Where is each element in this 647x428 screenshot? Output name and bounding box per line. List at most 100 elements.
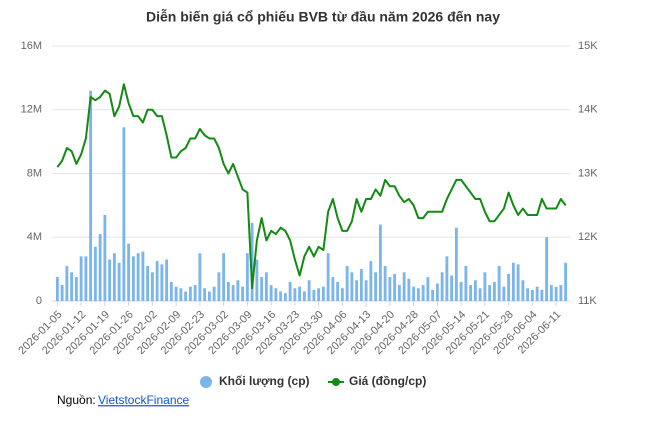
volume-bar <box>55 277 59 301</box>
volume-bar <box>236 280 240 301</box>
volume-bar <box>279 291 283 301</box>
volume-bar <box>416 288 420 301</box>
volume-bar <box>336 281 340 301</box>
volume-bar <box>203 288 207 301</box>
y2-tick-label: 11K <box>578 295 597 307</box>
volume-bar <box>554 286 558 301</box>
volume-bar <box>364 280 368 301</box>
volume-bar <box>312 289 316 301</box>
y-tick-label: 0 <box>36 295 42 307</box>
volume-bar <box>117 262 121 301</box>
price-line <box>56 83 567 290</box>
volume-bar <box>516 264 520 301</box>
volume-bar <box>231 285 235 301</box>
volume-bar <box>340 288 344 301</box>
volume-bar <box>483 272 487 301</box>
volume-bar <box>564 262 568 301</box>
volume-bar <box>198 253 202 301</box>
volume-bar <box>521 280 525 301</box>
volume-bar <box>222 253 226 301</box>
legend-label: Giá (đồng/cp) <box>349 374 426 388</box>
volume-bar <box>369 261 373 301</box>
volume-bar <box>317 288 321 301</box>
volume-bar <box>326 253 330 301</box>
volume-bar <box>184 291 188 301</box>
volume-bar <box>350 272 354 301</box>
y2-tick-label: 15K <box>578 40 598 52</box>
volume-bar <box>193 285 197 301</box>
volume-bar <box>374 272 378 301</box>
volume-bar <box>511 262 515 301</box>
volume-bar <box>179 288 183 301</box>
volume-bar <box>269 285 273 301</box>
volume-bar <box>250 222 254 301</box>
volume-bar <box>492 281 496 301</box>
volume-bar <box>488 285 492 301</box>
volume-bar <box>473 280 477 301</box>
volume-bar <box>445 256 449 301</box>
volume-bar <box>431 289 435 301</box>
volume-bar <box>545 237 549 301</box>
volume-bar <box>530 289 534 301</box>
volume-bar <box>169 281 173 301</box>
chart-title: Diễn biến giá cổ phiếu BVB từ đầu năm 20… <box>146 9 500 25</box>
volume-bar <box>345 265 349 301</box>
volume-bar <box>502 286 506 301</box>
volume-bar <box>165 259 169 301</box>
volume-bar <box>122 127 126 301</box>
volume-bar <box>307 280 311 301</box>
volume-bar <box>98 234 102 301</box>
volume-bar <box>359 269 363 301</box>
y2-tick-label: 13K <box>578 167 598 179</box>
volume-bar <box>274 288 278 301</box>
volume-bar <box>127 243 131 301</box>
volume-bar <box>526 288 530 301</box>
volume-bar <box>540 289 544 301</box>
legend-symbol <box>332 378 340 386</box>
volume-bar <box>497 265 501 301</box>
volume-bar <box>302 291 306 301</box>
volume-bar <box>93 246 97 301</box>
volume-bar <box>212 286 216 301</box>
volume-bar <box>321 286 325 301</box>
volume-bar <box>136 253 140 301</box>
volume-bar <box>150 272 154 301</box>
y-tick-label: 8M <box>27 167 42 179</box>
volume-bar <box>298 286 302 301</box>
y2-tick-label: 14K <box>578 104 598 116</box>
volume-bar <box>70 272 74 301</box>
volume-bar <box>412 286 416 301</box>
volume-bar <box>131 256 135 301</box>
volume-bar <box>241 286 245 301</box>
y-tick-label: 12M <box>21 104 42 116</box>
volume-bar <box>507 273 511 301</box>
volume-bar <box>260 277 264 301</box>
volume-bar <box>454 227 458 301</box>
volume-bar <box>89 90 93 301</box>
volume-bar <box>65 265 69 301</box>
volume-bar <box>450 275 454 301</box>
volume-bar <box>535 286 539 301</box>
volume-bar <box>245 253 249 301</box>
volume-bar <box>355 280 359 301</box>
volume-bar <box>331 277 335 301</box>
volume-bar <box>383 265 387 301</box>
volume-bar <box>160 264 164 301</box>
volume-bar <box>74 277 78 301</box>
volume-bar <box>402 272 406 301</box>
source-label: Nguồn: <box>57 393 96 407</box>
volume-bar <box>146 265 150 301</box>
volume-bar <box>79 256 83 301</box>
volume-bar <box>288 281 292 301</box>
volume-bar <box>464 265 468 301</box>
source-link[interactable]: VietstockFinance <box>98 393 189 407</box>
volume-bar <box>60 285 64 301</box>
volume-bar <box>188 286 192 301</box>
volume-bar <box>378 224 382 301</box>
volume-bar <box>397 285 401 301</box>
volume-bar <box>141 251 145 301</box>
volume-bar <box>264 272 268 301</box>
volume-bar <box>226 281 230 301</box>
volume-bar <box>155 261 159 301</box>
